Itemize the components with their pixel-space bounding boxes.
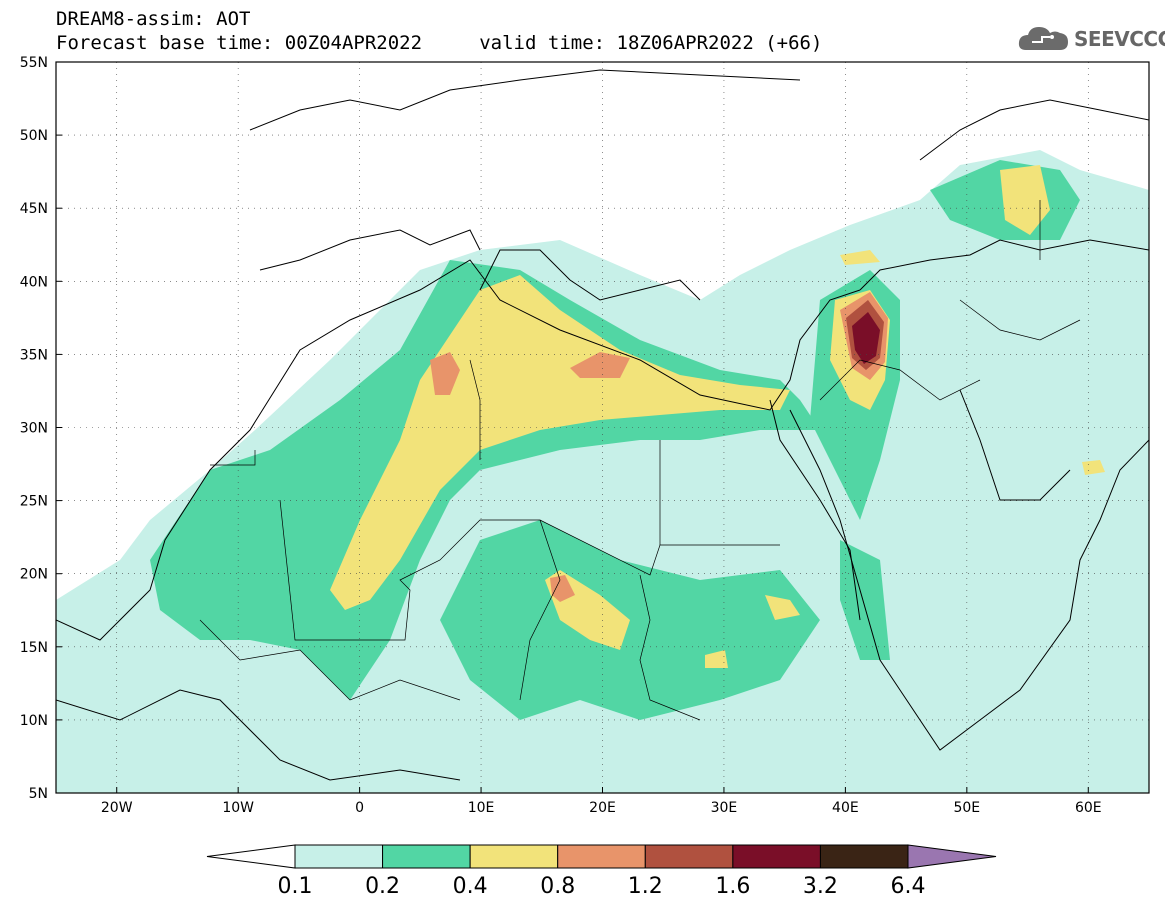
colorbar-label: 6.4	[891, 874, 926, 899]
lon-tick-label: 20E	[589, 800, 616, 816]
colorbar-bin	[819, 844, 909, 869]
longitude-axis: 20W 10W 0 10E 20E 30E 40E 50E 60E	[101, 787, 1102, 816]
cloud-icon	[1018, 27, 1068, 50]
country-borders	[199, 200, 1081, 721]
lon-tick-label: 40E	[832, 800, 859, 816]
lon-tick-label: 60E	[1075, 800, 1102, 816]
lon-tick-label: 10W	[222, 800, 254, 816]
lat-tick-label: 45N	[20, 201, 48, 217]
lat-tick-label: 50N	[20, 128, 48, 144]
logo-text: SEEVCCC	[1074, 27, 1165, 51]
aot-field	[56, 62, 1149, 793]
colorbar-label: 0.2	[365, 874, 400, 899]
lat-tick-label: 5N	[29, 786, 48, 802]
lon-tick-label: 20W	[101, 800, 133, 816]
colorbar-label: 3.2	[803, 874, 838, 899]
colorbar-bin	[557, 844, 646, 869]
lat-tick-label: 40N	[20, 274, 48, 290]
lat-tick-label: 25N	[20, 494, 48, 510]
colorbar-label: 0.8	[540, 874, 575, 899]
colorbar-label: 0.4	[453, 874, 488, 899]
map-title: DREAM8-assim: AOT	[56, 8, 251, 30]
colorbar-bin	[732, 844, 821, 869]
lat-tick-label: 30N	[20, 421, 48, 437]
lat-tick-label: 20N	[20, 567, 48, 583]
lon-tick-label: 0	[355, 800, 364, 816]
colorbar-bin	[294, 844, 384, 869]
lon-tick-label: 50E	[953, 800, 980, 816]
latitude-axis: 55N 50N 45N 40N 35N 30N 25N 20N 15N 10N 5N	[20, 55, 62, 802]
colorbar-bin	[382, 844, 471, 869]
colorbar-bin	[469, 844, 559, 869]
colorbar-over-triangle	[907, 844, 997, 869]
colorbar-under-triangle	[206, 844, 296, 869]
lat-tick-label: 35N	[20, 347, 48, 363]
seevccc-logo: SEEVCCC	[1016, 22, 1165, 56]
lon-tick-label: 10E	[468, 800, 495, 816]
lon-tick-label: 30E	[711, 800, 738, 816]
forecast-times: Forecast base time: 00Z04APR2022 valid t…	[56, 32, 823, 54]
colorbar-label: 1.2	[628, 874, 663, 899]
colorbar-label: 0.1	[278, 874, 313, 899]
colorbar-label: 1.6	[715, 874, 750, 899]
lat-tick-label: 15N	[20, 640, 48, 656]
lat-tick-label: 10N	[20, 713, 48, 729]
coastlines	[56, 69, 1149, 781]
colorbar-bin	[644, 844, 734, 869]
colorbar: 0.1 0.2 0.4 0.8 1.2 1.6 3.2 6.4	[206, 844, 997, 899]
lat-tick-label: 55N	[20, 55, 48, 71]
